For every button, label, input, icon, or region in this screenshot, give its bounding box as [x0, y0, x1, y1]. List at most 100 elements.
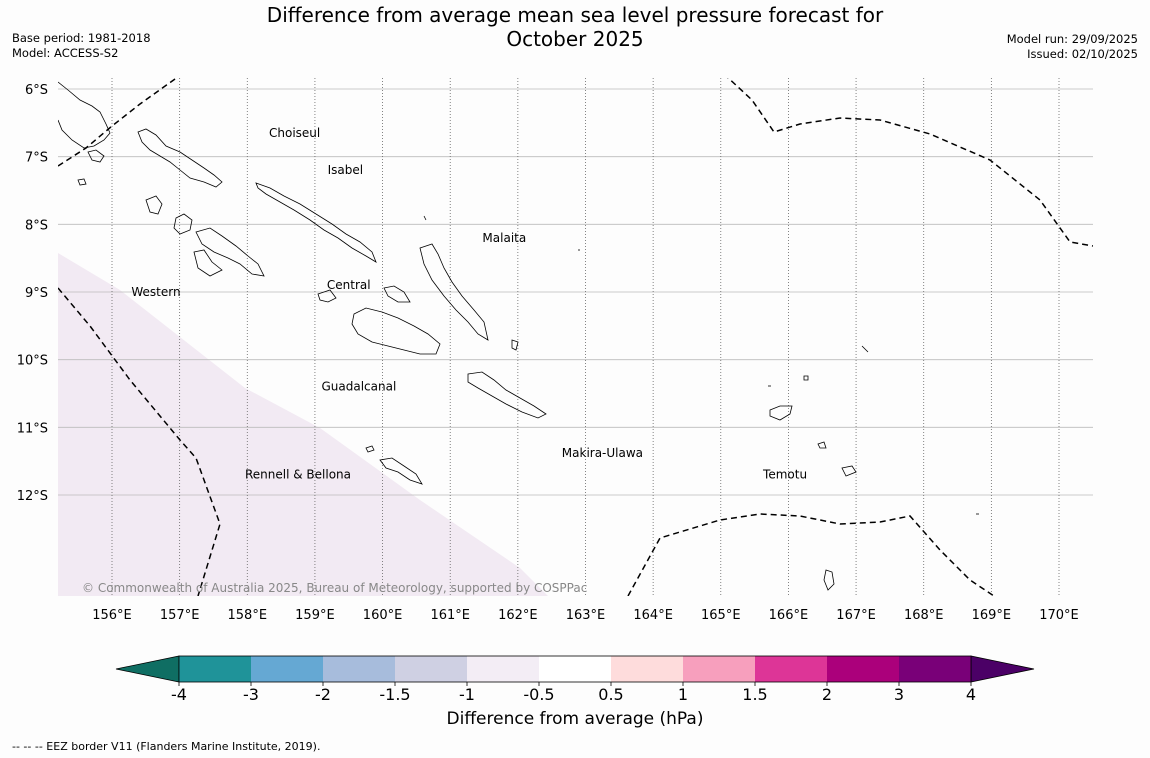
colorbar-tick-label: -4 — [171, 685, 187, 704]
colorbar-tick-label: 4 — [966, 685, 976, 704]
coastline-guadalcanal — [351, 307, 441, 355]
colorbar-tick-label: -1 — [459, 685, 475, 704]
region-label: Central — [327, 278, 371, 292]
lon-tick-label: 168°E — [904, 608, 944, 623]
colorbar-tick-label: -2 — [315, 685, 331, 704]
colorbar-segment — [323, 656, 395, 682]
colorbar-segment — [251, 656, 323, 682]
coastline-rendova — [193, 249, 223, 277]
meta-right: Model run: 29/09/2025 Issued: 02/10/2025 — [1007, 32, 1138, 62]
coastline-small-malaita — [511, 339, 519, 351]
colorbar-tick-label: 1.5 — [742, 685, 767, 704]
lon-tick-label: 158°E — [228, 608, 268, 623]
map: © Commonwealth of Australia 2025, Bureau… — [17, 78, 1093, 623]
region-label: Western — [131, 285, 180, 299]
coastline-reef — [861, 345, 869, 353]
eez-border-north — [727, 78, 1093, 247]
colorbar-segment — [179, 656, 251, 682]
lon-tick-label: 170°E — [1039, 608, 1079, 623]
colorbar-tick-label: 1 — [678, 685, 688, 704]
region-labels: Choiseul Isabel Malaita Western Central Guada… — [131, 126, 807, 482]
coastline-new-georgia-main — [195, 227, 265, 277]
colorbar-tick-label: 3 — [894, 685, 904, 704]
coastline-new-georgia — [145, 195, 163, 215]
eez-border-png — [58, 78, 178, 167]
title-line-2: October 2025 — [506, 27, 644, 51]
region-label: Guadalcanal — [321, 380, 396, 394]
lon-tick-label: 169°E — [972, 608, 1012, 623]
map-title: Difference from average mean sea level p… — [0, 3, 1150, 51]
eez-borders — [58, 78, 1093, 596]
colorbar-segment — [683, 656, 755, 682]
lat-tick-label: 8°S — [25, 218, 48, 233]
lon-tick-label: 163°E — [566, 608, 606, 623]
coastline-rennell — [379, 457, 423, 485]
region-label: Malaita — [482, 231, 526, 245]
colorbar-segment — [395, 656, 467, 682]
issued-date: Issued: 02/10/2025 — [1027, 47, 1138, 61]
lat-tick-label: 9°S — [25, 286, 48, 301]
lon-tick-label: 164°E — [633, 608, 673, 623]
colorbar-tick-label: 0.5 — [598, 685, 623, 704]
longitude-labels: 156°E 157°E 158°E 159°E 160°E 161°E 162°E 163°E… — [92, 608, 1079, 623]
region-label: Rennell & Bellona — [245, 468, 351, 482]
grid-lines — [58, 78, 1093, 596]
lon-tick-label: 167°E — [836, 608, 876, 623]
coastline-duff — [803, 375, 809, 381]
lon-tick-label: 161°E — [430, 608, 470, 623]
coastline-choiseul — [137, 128, 223, 188]
colorbar-outline — [178, 655, 972, 683]
colorbar-tick-label: -1.5 — [379, 685, 410, 704]
coastline-isabel — [255, 182, 377, 263]
region-label: Choiseul — [269, 126, 320, 140]
lat-tick-label: 7°S — [25, 151, 48, 166]
model-name: Model: ACCESS-S2 — [12, 46, 119, 60]
lon-tick-label: 160°E — [363, 608, 403, 623]
coastline-kolombangara — [173, 213, 193, 235]
colorbar-segment — [899, 656, 971, 682]
base-period: Base period: 1981-2018 — [12, 31, 151, 45]
colorbar-title: Difference from average (hPa) — [446, 709, 704, 729]
lat-tick-label: 6°S — [25, 83, 48, 98]
lat-tick-label: 11°S — [17, 421, 48, 436]
lat-tick-label: 12°S — [17, 489, 48, 504]
coastline-makira — [467, 371, 547, 419]
coastline-utupua — [817, 441, 827, 449]
coastline-florida — [317, 289, 337, 303]
lon-tick-label: 162°E — [498, 608, 538, 623]
model-run: Model run: 29/09/2025 — [1006, 32, 1138, 46]
lat-tick-label: 10°S — [17, 354, 48, 369]
eez-legend-note: -- -- -- EEZ border V11 (Flanders Marine… — [12, 740, 321, 753]
coastline-islet — [77, 178, 87, 186]
lon-tick-label: 166°E — [769, 608, 809, 623]
lon-tick-label: 157°E — [160, 608, 200, 623]
coastline-islet — [87, 149, 105, 163]
lon-tick-label: 156°E — [92, 608, 132, 623]
colorbar-extend-high — [970, 655, 1035, 683]
title-line-1: Difference from average mean sea level p… — [266, 3, 884, 27]
coastline-malaita — [419, 243, 489, 341]
coastline-santa-cruz — [769, 405, 793, 421]
colorbar-extend-low — [115, 655, 180, 683]
colorbar-segment — [539, 656, 611, 682]
colorbar-segment — [467, 656, 539, 682]
meta-left: Base period: 1981-2018 Model: ACCESS-S2 — [12, 31, 151, 61]
lon-tick-label: 159°E — [295, 608, 335, 623]
coastline-russell — [383, 285, 411, 303]
region-label: Temotu — [762, 468, 807, 482]
copyright-text: © Commonwealth of Australia 2025, Bureau… — [82, 581, 587, 595]
latitude-labels: 6°S 7°S 8°S 9°S 10°S 11°S 12°S — [17, 83, 48, 504]
colorbar-segment — [827, 656, 899, 682]
colorbar-segment — [611, 656, 683, 682]
colorbar-tick-label: -3 — [243, 685, 259, 704]
eez-border-west — [58, 287, 221, 596]
colorbar-tick-label: 2 — [822, 685, 832, 704]
coastline-bougainville — [58, 81, 111, 149]
colorbar: -4 -3 -2 -1.5 -1 -0.5 0.5 1 1.5 2 3 4 — [115, 655, 1035, 704]
coastline-bellona — [365, 445, 375, 453]
region-label: Makira-Ulawa — [562, 446, 643, 460]
coastline-vanikoro — [841, 465, 857, 477]
anomaly-region — [58, 253, 548, 596]
lon-tick-label: 165°E — [701, 608, 741, 623]
colorbar-segment — [755, 656, 827, 682]
